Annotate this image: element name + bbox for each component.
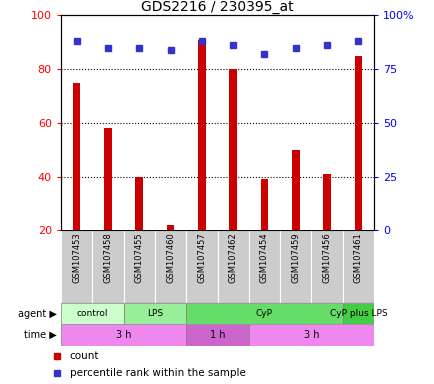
Bar bbox=[186, 303, 342, 324]
Text: GSM107456: GSM107456 bbox=[322, 233, 331, 283]
Text: CyP: CyP bbox=[255, 310, 273, 318]
Text: count: count bbox=[69, 351, 99, 361]
Bar bbox=[92, 230, 123, 303]
Bar bbox=[311, 230, 342, 303]
Text: time ▶: time ▶ bbox=[24, 330, 56, 340]
Bar bbox=[72, 83, 80, 230]
Text: GSM107459: GSM107459 bbox=[291, 233, 299, 283]
Bar bbox=[61, 324, 186, 346]
Bar bbox=[248, 324, 373, 346]
Bar bbox=[61, 230, 92, 303]
Bar bbox=[135, 177, 143, 230]
Text: 1 h: 1 h bbox=[209, 330, 225, 340]
Text: 3 h: 3 h bbox=[115, 330, 131, 340]
Bar bbox=[217, 230, 248, 303]
Text: GSM107461: GSM107461 bbox=[353, 233, 362, 283]
Text: control: control bbox=[76, 310, 108, 318]
Bar bbox=[166, 225, 174, 230]
Text: agent ▶: agent ▶ bbox=[18, 309, 56, 319]
Bar bbox=[354, 56, 362, 230]
Text: LPS: LPS bbox=[146, 310, 163, 318]
Bar bbox=[342, 303, 373, 324]
Text: GSM107457: GSM107457 bbox=[197, 233, 206, 283]
Bar bbox=[186, 230, 217, 303]
Bar bbox=[342, 230, 373, 303]
Bar bbox=[123, 230, 155, 303]
Bar bbox=[260, 179, 268, 230]
Bar bbox=[123, 303, 186, 324]
Bar bbox=[291, 150, 299, 230]
Text: GSM107462: GSM107462 bbox=[228, 233, 237, 283]
Bar bbox=[61, 303, 123, 324]
Text: GSM107455: GSM107455 bbox=[135, 233, 143, 283]
Bar bbox=[279, 230, 311, 303]
Text: GSM107454: GSM107454 bbox=[260, 233, 268, 283]
Bar bbox=[186, 324, 248, 346]
Bar bbox=[322, 174, 330, 230]
Text: GSM107453: GSM107453 bbox=[72, 233, 81, 283]
Text: GSM107458: GSM107458 bbox=[103, 233, 112, 283]
Text: percentile rank within the sample: percentile rank within the sample bbox=[69, 368, 245, 378]
Title: GDS2216 / 230395_at: GDS2216 / 230395_at bbox=[141, 0, 293, 14]
Text: 3 h: 3 h bbox=[303, 330, 319, 340]
Bar bbox=[155, 230, 186, 303]
Bar bbox=[104, 128, 112, 230]
Bar bbox=[248, 230, 279, 303]
Bar bbox=[197, 40, 205, 230]
Text: GSM107460: GSM107460 bbox=[166, 233, 174, 283]
Bar bbox=[229, 69, 237, 230]
Text: CyP plus LPS: CyP plus LPS bbox=[329, 310, 386, 318]
